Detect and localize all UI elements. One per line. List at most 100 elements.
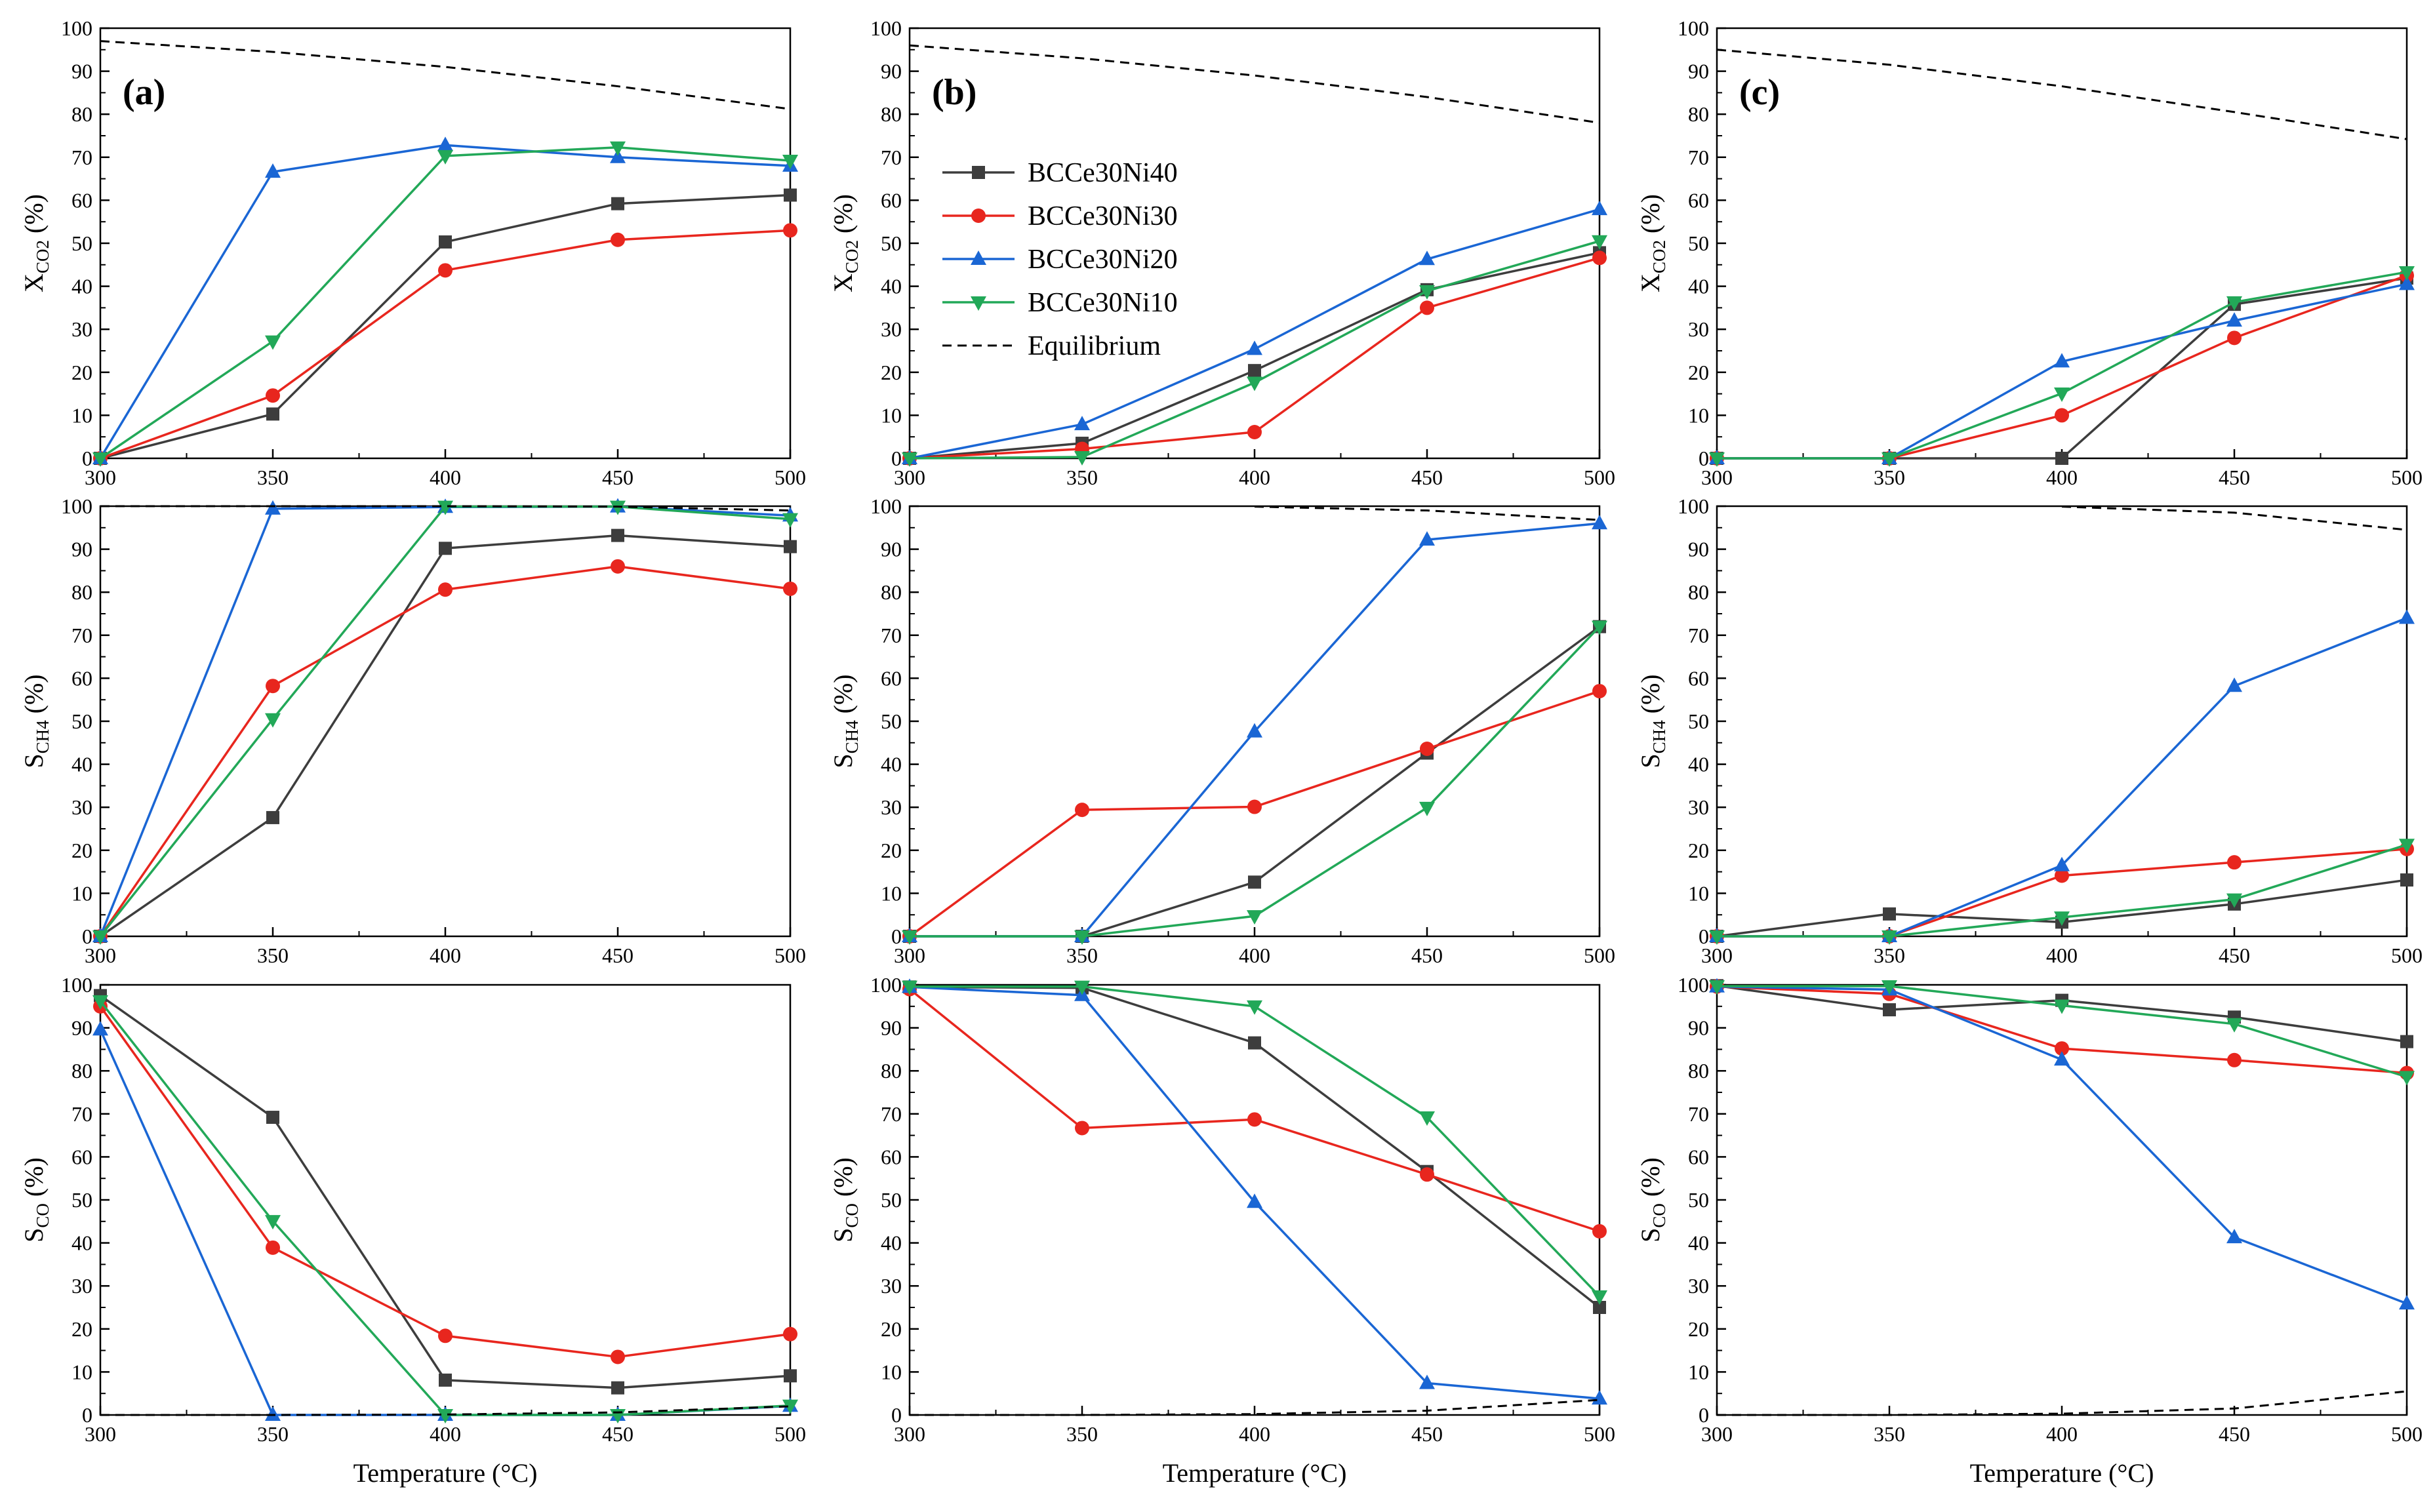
- series-bcce30ni10: [1709, 839, 2415, 945]
- legend-label: BCCe30Ni20: [1028, 245, 1178, 275]
- series-bcce30ni10: [92, 995, 798, 1423]
- data-point: [1247, 1193, 1262, 1208]
- series-line: [910, 626, 1601, 938]
- y-tick-label: 80: [881, 102, 902, 126]
- series-equilibrium: [2061, 506, 2407, 531]
- data-point: [2400, 1035, 2413, 1048]
- data-point: [437, 136, 453, 151]
- series-line: [100, 505, 791, 512]
- data-point: [92, 995, 108, 1010]
- y-tick-label: 0: [891, 447, 902, 470]
- legend: BCCe30Ni40 BCCe30Ni30 BCCe30Ni20 BCCe30Ni10…: [942, 158, 1178, 361]
- y-tick-label: 0: [891, 925, 902, 948]
- data-point: [784, 1369, 797, 1383]
- y-tick-label: 30: [881, 317, 902, 341]
- data-point: [1419, 285, 1435, 300]
- data-point: [438, 263, 453, 278]
- data-point: [266, 407, 279, 421]
- x-tick-label: 500: [775, 466, 806, 489]
- y-label-suffix: (%): [1636, 674, 1665, 720]
- series-bcce30ni10: [902, 980, 1607, 1305]
- data-point: [784, 188, 797, 202]
- data-point: [2055, 868, 2069, 883]
- x-tick-label: 450: [602, 466, 634, 489]
- y-tick-label: 40: [71, 275, 92, 298]
- data-point: [2226, 312, 2242, 327]
- x-tick-label: 450: [1411, 466, 1443, 489]
- y-tick-label: 20: [881, 361, 902, 384]
- y-tick-label: 50: [881, 1188, 902, 1212]
- data-point: [1592, 1224, 1607, 1239]
- data-point: [1419, 531, 1435, 546]
- data-point: [265, 1406, 281, 1421]
- data-point: [1247, 1112, 1262, 1127]
- data-point: [1420, 300, 1434, 315]
- chart-panel-1: 0 10 20 30 40 50 60 70 80 90 100 300 350 400 450 500 XCO…: [19, 16, 806, 489]
- y-label-main: S: [828, 753, 858, 768]
- y-tick-label: 70: [71, 146, 92, 169]
- x-tick-label: 500: [2391, 944, 2423, 967]
- y-tick-label: 10: [1688, 1360, 1709, 1383]
- y-tick-label: 0: [1699, 925, 1709, 948]
- y-tick-label: 30: [71, 795, 92, 819]
- x-tick-label: 300: [1701, 1422, 1733, 1446]
- y-tick-label: 70: [881, 1102, 902, 1126]
- series-line: [910, 626, 1601, 938]
- y-tick-label: 80: [1688, 580, 1709, 604]
- y-tick-label: 70: [1688, 146, 1709, 169]
- y-label-subscript: CO: [842, 1203, 862, 1228]
- y-tick-label: 70: [1688, 624, 1709, 647]
- series-bcce30ni40: [1710, 271, 2413, 465]
- chart-panel-6: 0 10 20 30 40 50 60 70 80 90 100 300 350 400 450 500 SCH…: [1636, 494, 2423, 967]
- y-tick-label: 20: [71, 361, 92, 384]
- y-label-suffix: (%): [19, 194, 49, 240]
- y-tick-label: 90: [881, 60, 902, 83]
- series-line: [1254, 506, 1600, 521]
- data-point: [1592, 1290, 1607, 1305]
- series-line: [2061, 506, 2407, 531]
- y-tick-label: 60: [881, 666, 902, 690]
- y-tick-label: 60: [71, 188, 92, 212]
- y-axis-label: SCH4 (%): [1636, 674, 1669, 768]
- data-point: [1248, 875, 1261, 889]
- x-tick-label: 350: [1874, 1422, 1905, 1446]
- data-point: [783, 223, 797, 238]
- y-tick-label: 90: [881, 1016, 902, 1040]
- y-tick-label: 10: [71, 881, 92, 905]
- data-point: [1075, 1121, 1089, 1136]
- y-tick-label: 60: [1688, 1145, 1709, 1168]
- y-label-main: S: [828, 1228, 858, 1243]
- data-point: [2399, 1295, 2415, 1310]
- series-line: [910, 1399, 1600, 1416]
- data-point: [265, 713, 281, 728]
- y-axis-label: XCO2 (%): [828, 194, 862, 292]
- y-label-main: X: [828, 273, 858, 292]
- y-tick-label: 0: [82, 1403, 92, 1427]
- y-tick-label: 20: [881, 1317, 902, 1341]
- y-tick-label: 40: [881, 753, 902, 776]
- y-tick-label: 20: [1688, 361, 1709, 384]
- data-point: [2399, 275, 2415, 290]
- data-point: [1593, 1301, 1606, 1314]
- series-bcce30ni30: [902, 250, 1607, 466]
- y-axis-label: XCO2 (%): [19, 194, 52, 292]
- plot-frame: [908, 505, 1601, 938]
- series-line: [99, 505, 791, 938]
- data-point: [439, 542, 452, 555]
- series-line: [1716, 985, 2407, 1305]
- x-tick-label: 350: [1066, 944, 1098, 967]
- series-line: [1717, 283, 2407, 460]
- legend-marker: [971, 296, 986, 311]
- series-equilibrium: [100, 40, 791, 110]
- data-point: [1420, 741, 1434, 756]
- series-line: [1717, 616, 2407, 938]
- data-point: [1592, 684, 1607, 699]
- series-line: [1716, 49, 2407, 140]
- x-axis-label: Temperature (°C): [1163, 1458, 1347, 1488]
- y-tick-label: 0: [1699, 1403, 1709, 1427]
- data-point: [2400, 873, 2413, 887]
- x-tick-label: 400: [2046, 944, 2078, 967]
- data-point: [782, 155, 798, 170]
- x-tick-label: 300: [85, 944, 116, 967]
- y-tick-label: 50: [71, 709, 92, 733]
